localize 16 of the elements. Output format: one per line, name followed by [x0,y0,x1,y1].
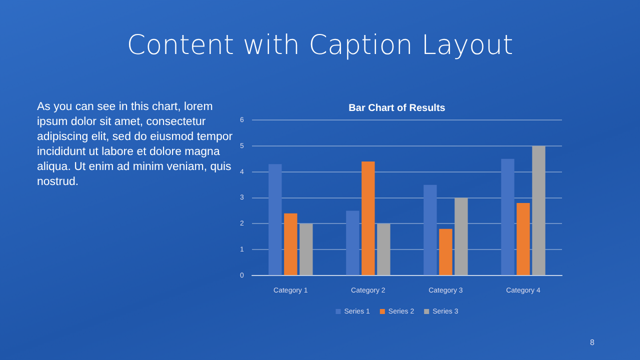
bar [268,164,282,276]
bar [300,224,313,276]
bar [501,158,514,276]
bar [439,228,452,276]
chart-subtitle: Bar Chart of Results [348,102,446,114]
bar [532,146,546,276]
bar [516,202,530,276]
chart-title: Content with Caption Layout [126,30,514,61]
text: 8 [590,338,594,347]
bar [284,213,298,276]
bar [362,161,375,276]
bar [346,210,360,276]
bar [377,224,390,276]
bar [454,198,468,276]
bar [424,184,437,276]
text: As you can see in this chart, lorem ipsum dolor sit amet, consectetur adipiscing elit, sed do eiusmod tempor incididunt ut labore et dolore magna aliqua. Ut enim ad minim veniam, quis nostrud. [37,100,234,190]
